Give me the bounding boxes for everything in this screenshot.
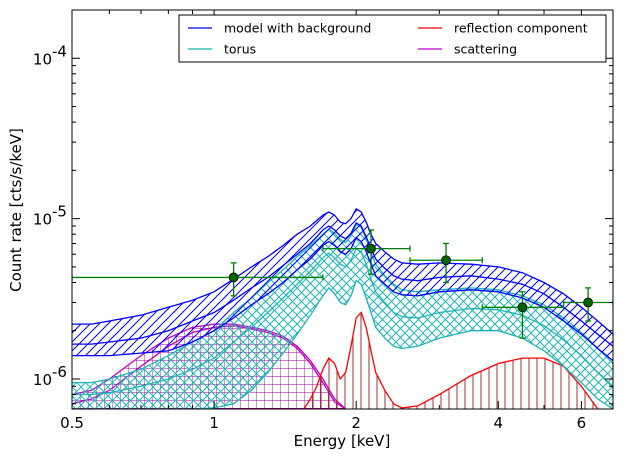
legend-frame	[178, 14, 607, 63]
data-marker	[228, 272, 239, 283]
y-tick-exponent: -6	[52, 363, 67, 381]
upper-line-model	[72, 207, 613, 335]
mid-line-torus	[72, 247, 613, 396]
band-torus	[72, 224, 613, 409]
data-point-4	[481, 291, 565, 339]
data-marker	[441, 255, 451, 266]
x-tick-label: 1	[209, 414, 219, 432]
y-tick-base: 10	[33, 211, 52, 229]
legend-label: model with background	[224, 21, 371, 36]
y-tick-label: 10 -5	[33, 203, 67, 229]
data-point-1	[72, 262, 324, 297]
legend-label: reflection component	[454, 21, 588, 36]
series-layer	[72, 207, 613, 409]
y-tick-exponent: -4	[52, 42, 67, 60]
band-model	[72, 208, 613, 361]
legend-entry: scattering	[418, 42, 517, 57]
legend-label: scattering	[454, 42, 517, 57]
y-tick-label: 10 -6	[33, 363, 67, 389]
series-reflection	[303, 311, 599, 409]
data-marker	[366, 243, 376, 254]
x-tick-label: 0.5	[60, 414, 84, 432]
y-axis-label: Count rate [cts/s/keV]	[7, 128, 25, 292]
x-tick-label: 2	[351, 414, 361, 432]
plot-frame	[71, 9, 614, 410]
legend-label: torus	[224, 42, 256, 57]
legend-entry: reflection component	[418, 21, 588, 36]
data-marker	[583, 297, 594, 308]
y-tick-exponent: -5	[52, 203, 67, 221]
band-reflection	[303, 312, 598, 409]
data-point-2	[322, 229, 411, 275]
legend-entry: torus	[188, 42, 256, 57]
legend: model with background reflection componen…	[178, 14, 607, 63]
data-marker	[517, 302, 528, 313]
data-point-3	[409, 242, 483, 284]
data-points-layer	[72, 229, 613, 339]
legend-entry: model with background	[188, 21, 371, 36]
y-tick-base: 10	[33, 50, 52, 68]
data-point-5	[562, 287, 613, 322]
upper-line-reflection	[303, 311, 599, 409]
mid-line-model	[72, 221, 613, 347]
ticks-layer: 0.5 1 2 4 610-610-510-4	[33, 9, 614, 432]
x-tick-label: 4	[494, 414, 504, 432]
y-tick-base: 10	[33, 371, 52, 389]
x-axis-label: Energy [keV]	[294, 432, 391, 450]
x-tick-label: 6	[577, 414, 587, 432]
y-tick-label: 10 -4	[33, 42, 67, 68]
